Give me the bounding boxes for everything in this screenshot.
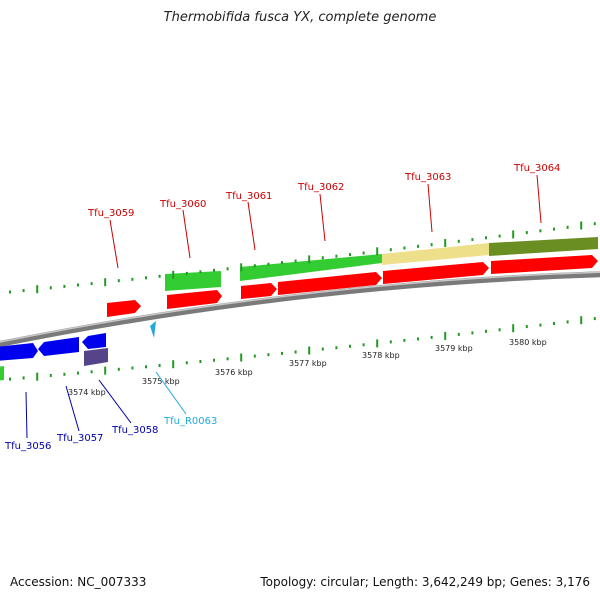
gene-label: Tfu_3064 bbox=[513, 163, 560, 174]
leader-line bbox=[247, 201, 256, 251]
gene-label: Tfu_3063 bbox=[404, 172, 451, 183]
cog-band-forward bbox=[165, 237, 598, 291]
scale-ticks-inner bbox=[9, 316, 596, 381]
genome-backbone-highlight bbox=[0, 271, 600, 343]
genome-summary-text: Topology: circular; Length: 3,642,249 bp… bbox=[260, 575, 590, 589]
gene-label: Tfu_3059 bbox=[87, 208, 134, 219]
rna-marker bbox=[150, 321, 156, 338]
leader-line bbox=[155, 371, 187, 415]
scale-label: 3575 kbp bbox=[142, 377, 180, 386]
scale-label: 3574 kbp bbox=[68, 388, 106, 397]
cog-feature bbox=[489, 237, 598, 256]
cds-arrow bbox=[491, 255, 598, 274]
cds-arrow bbox=[107, 300, 141, 317]
reverse-label-leaders bbox=[25, 371, 187, 439]
scale-label: 3576 kbp bbox=[215, 368, 253, 377]
gene-label: Tfu_3056 bbox=[4, 441, 51, 452]
leader-line bbox=[319, 193, 326, 242]
scale-ticks-outer bbox=[9, 221, 596, 294]
leader-line bbox=[182, 209, 191, 259]
accession-text: Accession: NC_007333 bbox=[10, 575, 147, 589]
gene-label: Tfu_3057 bbox=[56, 433, 103, 444]
leader-line bbox=[427, 183, 433, 233]
scale-label: 3580 kbp bbox=[509, 338, 547, 347]
genome-backbone bbox=[0, 271, 600, 348]
cds-arrow-reverse bbox=[82, 333, 106, 349]
scale-label: 3578 kbp bbox=[362, 351, 400, 360]
scale-labels: 3574 kbp 3575 kbp 3576 kbp 3577 kbp 3578… bbox=[68, 338, 547, 397]
map-title: Thermobifida fusca YX, complete genome bbox=[163, 10, 437, 25]
cds-arrow bbox=[241, 283, 277, 299]
cds-arrow-reverse bbox=[38, 337, 79, 356]
leader-line bbox=[98, 379, 132, 424]
cog-feature bbox=[0, 366, 4, 381]
cds-arrow bbox=[383, 262, 489, 284]
cds-reverse-track bbox=[0, 321, 156, 381]
forward-gene-labels: Tfu_3059 Tfu_3060 Tfu_3061 Tfu_3062 Tfu_… bbox=[87, 163, 560, 219]
reverse-gene-labels: Tfu_3056 Tfu_3057 Tfu_3058 Tfu_R0063 bbox=[4, 416, 217, 452]
cog-feature bbox=[165, 271, 221, 291]
scale-label: 3579 kbp bbox=[435, 344, 473, 353]
cds-arrow-reverse bbox=[0, 343, 38, 361]
cog-feature bbox=[84, 348, 108, 366]
forward-label-leaders bbox=[109, 174, 542, 269]
gene-label: Tfu_3062 bbox=[297, 182, 344, 193]
leader-line bbox=[25, 391, 28, 439]
leader-line bbox=[65, 385, 80, 432]
gene-label: Tfu_R0063 bbox=[163, 416, 217, 427]
gene-label: Tfu_3060 bbox=[159, 199, 206, 210]
cds-arrow bbox=[167, 290, 222, 309]
gene-label: Tfu_3061 bbox=[225, 191, 272, 202]
scale-label: 3577 kbp bbox=[289, 359, 327, 368]
leader-line bbox=[109, 219, 119, 269]
cog-feature bbox=[240, 254, 382, 281]
cds-arrow bbox=[278, 272, 382, 295]
gene-label: Tfu_3058 bbox=[111, 425, 158, 436]
cog-feature bbox=[382, 243, 489, 265]
cds-forward-track bbox=[107, 255, 598, 317]
leader-line bbox=[536, 174, 542, 224]
